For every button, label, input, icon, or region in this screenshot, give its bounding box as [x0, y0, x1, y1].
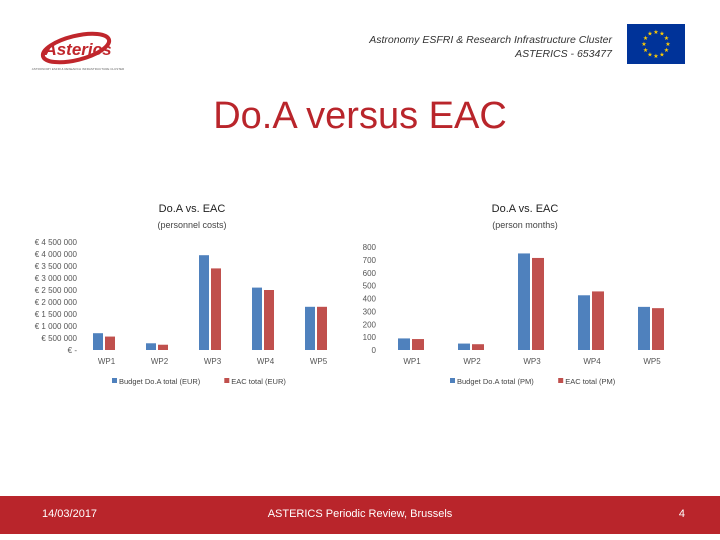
header-line-2: ASTERICS - 653477 — [515, 48, 612, 60]
bar-wp3-eac — [532, 257, 544, 350]
page-number: 4 — [678, 508, 685, 520]
legend-label-budget: Budget Do.A total (EUR) — [119, 377, 201, 386]
footer-bar — [0, 496, 720, 534]
asterics-logo: Asterics ASTRONOMY ESFRI & RESEARCH INFR… — [28, 28, 128, 78]
personnel-costs-chart: Do.A vs. EAC (personnel costs) € - € 500 00… — [0, 195, 370, 400]
bar-wp1-budget — [398, 338, 410, 350]
x-tick-label: WP4 — [257, 357, 275, 366]
legend-swatch-budget — [112, 378, 117, 383]
bar-wp2-budget — [458, 343, 470, 350]
bar-wp4-budget — [252, 287, 262, 350]
x-tick-label: WP5 — [310, 357, 328, 366]
bar-wp4-budget — [578, 295, 590, 350]
legend-swatch-eac — [558, 378, 564, 383]
legend-swatch-eac — [224, 378, 230, 383]
legend-swatch-budget — [450, 378, 455, 383]
x-tick-label: WP1 — [98, 357, 116, 366]
y-tick-label: 600 — [363, 269, 377, 278]
y-tick-label: € 3 500 000 — [35, 262, 78, 271]
eu-star: ★ — [665, 41, 670, 48]
chart-subtitle: (person months) — [492, 220, 558, 230]
x-tick-label: WP3 — [204, 357, 222, 366]
x-tick-label: WP4 — [583, 357, 601, 366]
bar-wp2-eac — [158, 344, 168, 350]
y-tick-label: 700 — [363, 256, 377, 265]
y-tick-label: € 2 500 000 — [35, 286, 78, 295]
bar-wp5-budget — [638, 306, 650, 350]
y-tick-label: € - — [68, 346, 78, 355]
y-tick-label: € 4 500 000 — [35, 238, 78, 247]
eu-star: ★ — [664, 47, 669, 54]
x-tick-label: WP1 — [403, 357, 421, 366]
legend-label-eac: EAC total (PM) — [565, 377, 616, 386]
y-tick-label: 300 — [363, 307, 377, 316]
eu-stars: ★ ★★★★★★★★★★★ — [641, 29, 670, 60]
legend-label-budget: Budget Do.A total (PM) — [457, 377, 534, 386]
eu-flag: ★ ★ ★ ★ ★ ★ ★ ★ ★ ★ ★ ★ — [627, 24, 685, 64]
bar-wp2-budget — [146, 343, 156, 350]
logo-wordmark: Asterics — [43, 40, 111, 59]
eu-star: ★ — [659, 51, 664, 58]
header-text: Astronomy ESFRI & Research Infrastructur… — [369, 33, 612, 61]
logo-swoosh — [40, 31, 112, 65]
bar-wp3-budget — [518, 253, 530, 350]
eu-star: ★ — [643, 35, 648, 42]
eu-star: ★ — [647, 31, 652, 38]
y-tick-label: 200 — [363, 320, 377, 329]
eu-star: ★ — [664, 35, 669, 42]
eu-flag-field — [627, 24, 685, 64]
slide-title: Do.A versus EAC — [213, 95, 507, 137]
y-tick-label: 500 — [363, 282, 377, 291]
bar-wp5-budget — [305, 306, 315, 350]
bar-wp4-eac — [592, 291, 604, 350]
x-tick-label: WP3 — [523, 357, 541, 366]
eu-star: ★ — [647, 51, 652, 58]
header-line-1: Astronomy ESFRI & Research Infrastructur… — [369, 34, 612, 46]
bar-wp1-eac — [105, 336, 115, 350]
bar-wp5-eac — [317, 306, 327, 350]
bar-wp2-eac — [472, 344, 484, 350]
eu-star: ★ — [653, 29, 658, 36]
y-tick-label: € 3 000 000 — [35, 274, 78, 283]
bar-wp4-eac — [264, 290, 274, 350]
footer-event: ASTERICS Periodic Review, Brussels — [267, 508, 453, 520]
person-months-chart: Do.A vs. EAC (person months) 0 100 200 300 400… — [350, 195, 720, 400]
y-tick-label: 400 — [363, 295, 377, 304]
chart-subtitle: (personnel costs) — [157, 220, 226, 230]
bar-wp1-eac — [412, 339, 424, 350]
bar-wp3-eac — [211, 268, 221, 350]
x-tick-label: WP2 — [463, 357, 481, 366]
x-tick-label: WP5 — [643, 357, 661, 366]
chart-title: Do.A vs. EAC — [492, 203, 559, 215]
logo-tagline: ASTRONOMY ESFRI & RESEARCH INFRASTRUCTUR… — [32, 67, 125, 71]
y-tick-label: € 2 000 000 — [35, 298, 78, 307]
bar-wp5-eac — [652, 308, 664, 350]
legend-label-eac: EAC total (EUR) — [231, 377, 286, 386]
y-tick-label: € 1 500 000 — [35, 310, 78, 319]
y-tick-label: 0 — [372, 346, 377, 355]
bar-wp1-budget — [93, 333, 103, 350]
y-tick-label: € 4 000 000 — [35, 250, 78, 259]
y-tick-label: € 1 000 000 — [35, 322, 78, 331]
y-tick-label: € 500 000 — [41, 334, 77, 343]
eu-star: ★ — [653, 53, 658, 60]
y-tick-label: 100 — [363, 333, 377, 342]
y-tick-label: 800 — [363, 243, 377, 252]
chart-title: Do.A vs. EAC — [159, 203, 226, 215]
x-tick-label: WP2 — [151, 357, 169, 366]
eu-star: ★ — [659, 31, 664, 38]
eu-star: ★ — [641, 41, 646, 48]
bar-wp3-budget — [199, 255, 209, 350]
footer-date: 14/03/2017 — [42, 508, 98, 520]
eu-star: ★ — [643, 47, 648, 54]
